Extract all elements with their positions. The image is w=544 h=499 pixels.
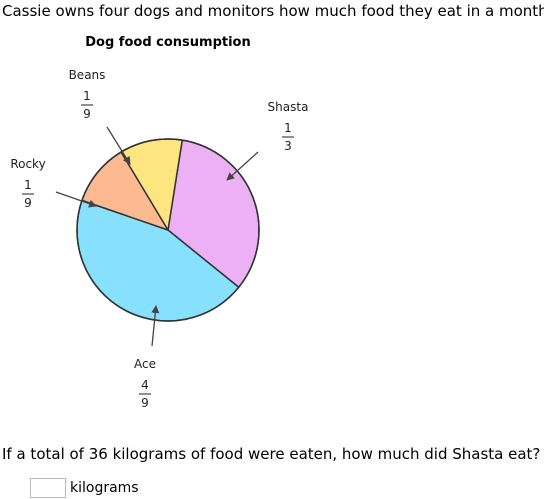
label-beans-denominator: 9 [83,107,91,121]
label-beans-name: Beans [69,68,106,82]
unit-label: kilograms [70,480,139,496]
pie-slices [76,138,260,322]
label-beans-arrow [106,126,131,165]
problem-intro: Cassie owns four dogs and monitors how m… [2,2,544,20]
label-shasta-arrow [226,151,259,181]
answer-input[interactable] [30,478,66,498]
label-ace-numerator: 4 [141,378,149,392]
pie-labels: Shasta 1 3 Ace 4 9 Rocky 1 9 Beans 1 9 [10,68,308,410]
label-shasta-denominator: 3 [284,139,292,153]
label-rocky-numerator: 1 [24,178,32,192]
label-rocky-name: Rocky [10,157,45,171]
label-rocky-denominator: 9 [24,196,32,210]
answer-row: kilograms [30,478,139,498]
pie-outline [76,138,260,322]
chart-title: Dog food consumption [85,35,251,50]
question-text: If a total of 36 kilograms of food were … [2,445,541,463]
label-ace-arrow [151,305,160,347]
label-ace-denominator: 9 [141,396,149,410]
pie-chart: Dog food consumption Shasta 1 3 Ace 4 9 Rocky 1… [10,35,308,410]
label-shasta-name: Shasta [268,100,309,114]
label-ace-name: Ace [134,357,156,371]
label-rocky-arrow [55,191,97,208]
label-beans-numerator: 1 [83,89,91,103]
label-shasta-numerator: 1 [284,121,292,135]
